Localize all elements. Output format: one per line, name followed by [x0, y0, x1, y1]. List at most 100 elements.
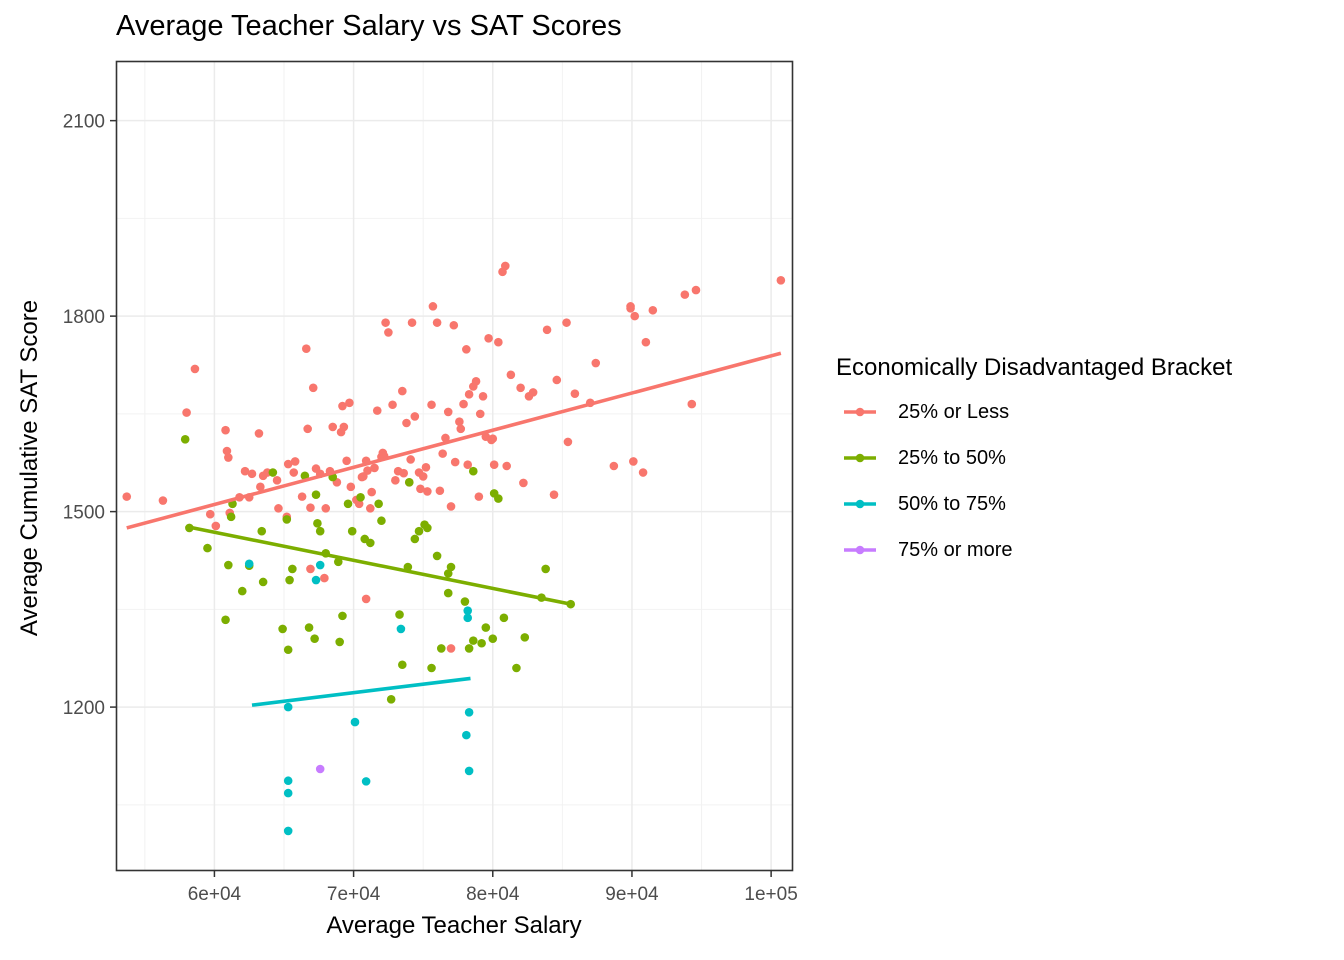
data-point — [350, 717, 360, 727]
legend-label: 25% or Less — [898, 401, 1010, 423]
data-point — [388, 400, 397, 410]
data-point — [283, 788, 293, 798]
data-point — [304, 623, 314, 632]
data-point — [308, 383, 318, 393]
data-point — [398, 660, 407, 670]
data-point — [502, 461, 511, 471]
data-point — [468, 636, 478, 645]
data-point — [488, 634, 498, 643]
y-tick-label: 2100 — [63, 112, 105, 133]
data-point — [315, 560, 325, 570]
data-point — [365, 504, 375, 513]
data-point — [288, 564, 297, 574]
data-point — [374, 499, 383, 509]
data-point — [512, 663, 521, 673]
data-point — [494, 337, 503, 347]
x-axis-label: Average Teacher Salary — [326, 912, 582, 939]
data-point — [500, 261, 510, 271]
data-point — [446, 562, 456, 572]
x-tick-label: 6e+04 — [188, 884, 242, 905]
data-point — [346, 482, 356, 492]
data-point — [354, 499, 364, 509]
data-point — [449, 320, 459, 330]
data-point — [414, 526, 424, 536]
data-point — [542, 325, 552, 335]
data-point — [443, 407, 453, 417]
data-point — [520, 633, 530, 642]
data-point — [222, 446, 232, 456]
data-point — [356, 492, 365, 502]
data-point — [516, 383, 525, 393]
data-point — [462, 730, 471, 740]
data-point — [477, 638, 486, 648]
data-point — [432, 551, 442, 561]
legend-dot — [855, 545, 865, 555]
data-point — [428, 302, 438, 311]
plot-panel-border — [115, 60, 794, 872]
data-point — [303, 424, 312, 434]
data-point — [471, 376, 481, 386]
data-point — [549, 490, 559, 499]
data-point — [283, 826, 293, 836]
data-point — [680, 290, 690, 299]
data-point — [256, 482, 265, 492]
data-point — [347, 526, 357, 536]
data-point — [691, 285, 701, 295]
data-point — [456, 424, 466, 434]
data-point — [338, 401, 347, 411]
data-point — [310, 634, 319, 643]
data-point — [283, 459, 293, 469]
legend-title: Economically Disadvantaged Bracket — [836, 354, 1233, 381]
data-point — [489, 460, 499, 469]
x-tick-label: 1e+05 — [744, 884, 797, 905]
data-point — [438, 449, 447, 458]
legend-item: 75% or more — [836, 538, 1232, 584]
data-point — [361, 777, 371, 786]
data-point — [499, 613, 509, 623]
legend-key-25-to-50 — [844, 453, 876, 463]
data-point — [528, 388, 538, 397]
legend-label: 75% or more — [898, 539, 1013, 561]
data-point — [342, 456, 351, 466]
data-point — [519, 478, 528, 488]
data-point — [306, 503, 315, 513]
data-point — [459, 399, 468, 409]
data-point — [475, 409, 485, 419]
data-point — [404, 477, 414, 487]
data-point — [638, 468, 648, 477]
data-point — [226, 512, 236, 522]
data-point — [450, 457, 460, 467]
legend-item: 25% or Less — [836, 400, 1232, 446]
data-point — [570, 389, 580, 398]
y-tick-label: 1500 — [63, 503, 105, 524]
data-point — [463, 606, 473, 615]
data-point — [436, 644, 446, 653]
data-point — [247, 469, 257, 479]
data-point — [435, 486, 445, 496]
data-point — [432, 318, 442, 327]
data-point — [462, 345, 471, 354]
data-point — [268, 468, 278, 477]
data-point — [377, 516, 386, 526]
data-point — [406, 455, 415, 464]
data-point — [427, 663, 436, 673]
data-point — [367, 487, 376, 497]
data-point — [395, 610, 404, 619]
data-point — [626, 302, 635, 311]
data-point — [372, 406, 382, 415]
data-point — [339, 422, 349, 432]
data-point — [180, 434, 190, 444]
data-point — [254, 429, 264, 438]
x-tick-label: 8e+04 — [466, 884, 520, 905]
data-point — [591, 358, 601, 368]
data-point — [488, 434, 498, 443]
data-point — [315, 764, 325, 774]
data-point — [399, 468, 409, 478]
data-point — [224, 453, 233, 462]
data-point — [407, 318, 417, 327]
data-point — [398, 386, 407, 396]
data-point — [416, 484, 425, 494]
legend: Economically Disadvantaged Bracket 25% o… — [836, 354, 1232, 584]
data-point — [297, 492, 307, 501]
legend-label: 25% to 50% — [898, 447, 1006, 469]
